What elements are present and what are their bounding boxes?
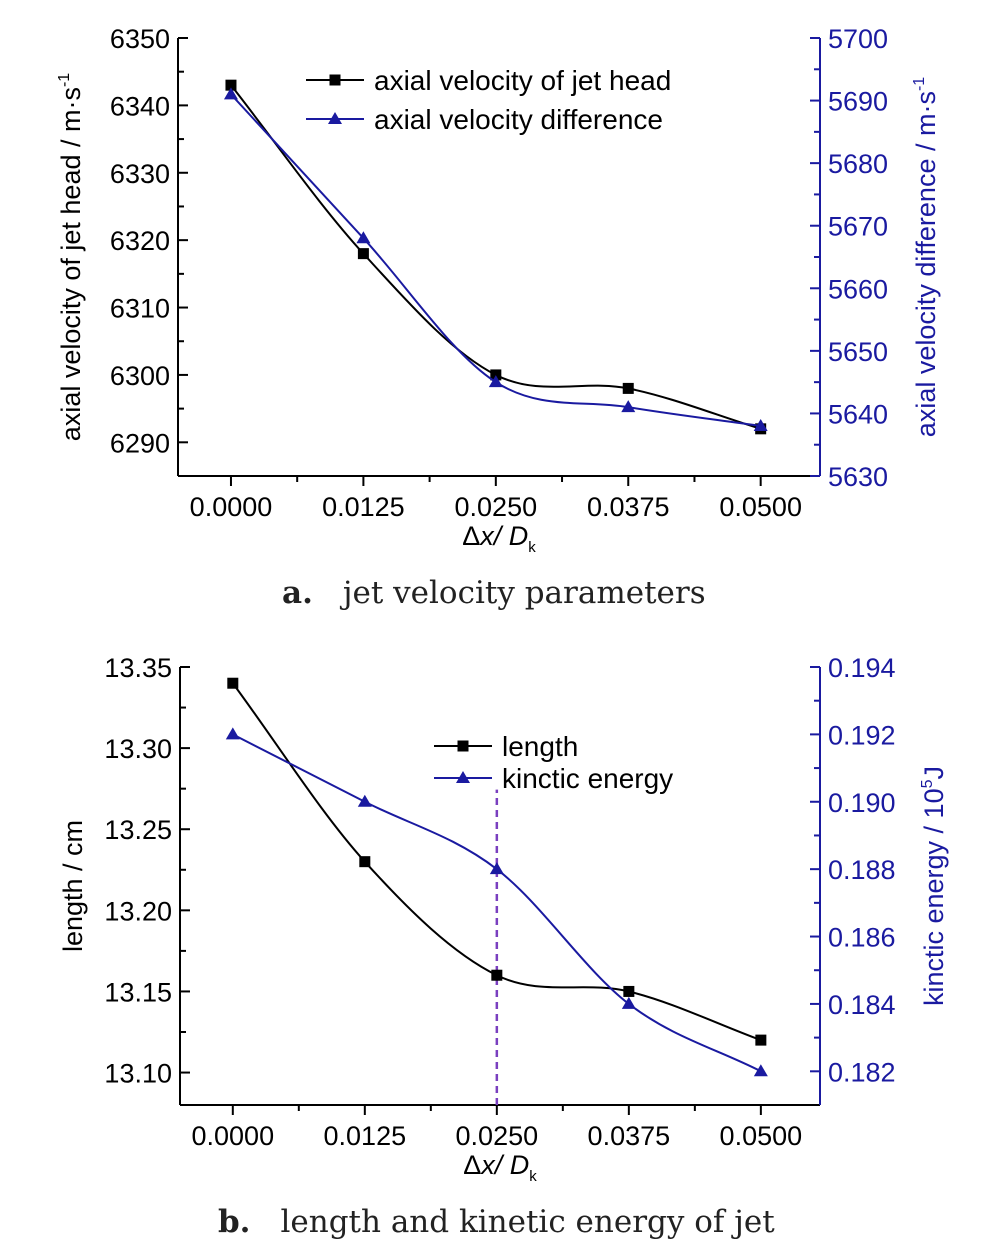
y-right-axis-label-unit: J bbox=[919, 766, 949, 780]
data-point-square bbox=[227, 677, 239, 689]
x-tick-label: 0.0375 bbox=[588, 1121, 671, 1151]
legend-marker-triangle bbox=[456, 771, 470, 783]
y-right-tick-label: 5680 bbox=[828, 149, 888, 179]
data-point-triangle bbox=[621, 996, 636, 1009]
data-point-triangle bbox=[225, 727, 240, 740]
chart-b: 0.0000 0.0125 0.0250 0.0375 0.0500 13.10 13.15… bbox=[58, 653, 949, 1240]
legend-label-0: axial velocity of jet head bbox=[374, 65, 671, 96]
y-right-tick-label: 0.184 bbox=[828, 990, 896, 1020]
y-right-tick-label: 5630 bbox=[828, 462, 888, 492]
y-right-tick-label: 5660 bbox=[828, 274, 888, 304]
x-axis-label-d: / D bbox=[493, 1150, 530, 1180]
y-left-tick-label: 13.20 bbox=[104, 896, 172, 926]
y-left-tick-label: 6310 bbox=[110, 294, 170, 324]
data-point-triangle bbox=[357, 794, 372, 807]
data-point-triangle bbox=[489, 862, 504, 875]
x-axis-label-sub: k bbox=[529, 1168, 537, 1185]
y-right-tick-label: 5700 bbox=[828, 24, 888, 54]
x-axis-label-x: x bbox=[478, 521, 495, 551]
data-point-square bbox=[755, 1034, 767, 1046]
y-left-tick-label: 13.15 bbox=[104, 977, 172, 1007]
x-tick-label: 0.0250 bbox=[455, 492, 538, 522]
y-left-axis-label-text: length / cm bbox=[58, 820, 88, 952]
y-right-tick-label: 0.182 bbox=[828, 1057, 896, 1087]
x-tick-label: 0.0375 bbox=[587, 492, 670, 522]
y-left-axis-label: length / cm bbox=[58, 820, 88, 952]
y-left-axis-label: axial velocity of jet head / m·s-1 bbox=[56, 73, 86, 441]
data-point-triangle bbox=[356, 231, 371, 244]
y-right-tick-label: 0.190 bbox=[828, 788, 896, 818]
legend-label-1: kinctic energy bbox=[502, 763, 673, 794]
x-tick-label: 0.0500 bbox=[719, 492, 802, 522]
data-point-square bbox=[622, 382, 634, 394]
y-left-tick-label: 6300 bbox=[110, 361, 170, 391]
x-axis-label-delta: Δ bbox=[463, 1150, 481, 1180]
y-left-axis-label-text: axial velocity of jet head / m·s bbox=[56, 87, 86, 441]
y-right-axis-label-sup: -1 bbox=[911, 77, 928, 91]
data-point-square bbox=[623, 985, 635, 997]
x-tick-label: 0.0000 bbox=[192, 1121, 275, 1151]
y-left-tick-label: 6330 bbox=[110, 159, 170, 189]
x-tick-label: 0.0125 bbox=[324, 1121, 407, 1151]
data-point-triangle bbox=[621, 400, 636, 413]
figure-caption-text: jet velocity parameters bbox=[340, 575, 706, 611]
y-left-axis-label-sup: -1 bbox=[56, 73, 73, 87]
figure-caption-letter: b. bbox=[218, 1204, 250, 1240]
y-right-axis-label: axial velocity difference / m·s-1 bbox=[911, 77, 941, 437]
y-right-tick-label: 5650 bbox=[828, 337, 888, 367]
data-point-triangle bbox=[488, 375, 503, 388]
y-left-tick-label: 13.35 bbox=[104, 653, 172, 683]
data-point-triangle bbox=[753, 418, 768, 431]
x-tick-label: 0.0250 bbox=[456, 1121, 539, 1151]
y-left-tick-label: 13.25 bbox=[104, 815, 172, 845]
y-left-tick-label: 13.10 bbox=[104, 1059, 172, 1089]
y-left-tick-label: 13.30 bbox=[104, 734, 172, 764]
x-axis-label: Δx/ Dk bbox=[463, 1150, 537, 1185]
y-right-tick-label: 5670 bbox=[828, 212, 888, 242]
x-axis-label-x: x bbox=[479, 1150, 496, 1180]
y-left-tick-label: 6290 bbox=[110, 428, 170, 458]
y-right-tick-label: 0.194 bbox=[828, 653, 896, 683]
data-point-square bbox=[491, 969, 503, 981]
legend-label-0: length bbox=[502, 731, 578, 762]
y-right-axis-label: kinctic energy / 105J bbox=[919, 766, 949, 1006]
y-right-axis-label-text: axial velocity difference / m·s bbox=[911, 91, 941, 437]
y-right-tick-label: 5690 bbox=[828, 87, 888, 117]
data-point-square bbox=[359, 856, 371, 868]
series-line-0 bbox=[230, 84, 761, 430]
figure-caption: a. jet velocity parameters bbox=[282, 575, 706, 611]
y-left-tick-label: 6340 bbox=[110, 91, 170, 121]
figure-caption-text: length and kinetic energy of jet bbox=[280, 1204, 775, 1240]
x-axis-label-sub: k bbox=[528, 539, 536, 556]
x-tick-label: 0.0500 bbox=[720, 1121, 803, 1151]
y-right-tick-label: 0.186 bbox=[828, 923, 896, 953]
x-tick-label: 0.0000 bbox=[190, 492, 273, 522]
data-point-square bbox=[490, 369, 502, 381]
y-right-tick-label: 5640 bbox=[828, 399, 888, 429]
y-right-axis-label-text: kinctic energy / 10 bbox=[919, 788, 949, 1006]
chart-a: 0.0000 0.0125 0.0250 0.0375 0.0500 6290 6300 63… bbox=[56, 24, 941, 611]
x-axis-label: Δx/ Dk bbox=[462, 521, 536, 556]
series-line-1 bbox=[230, 93, 761, 427]
y-right-tick-label: 0.192 bbox=[828, 720, 896, 750]
legend-label-1: axial velocity difference bbox=[374, 104, 663, 135]
data-point-square bbox=[225, 79, 237, 91]
y-right-tick-label: 0.188 bbox=[828, 855, 896, 885]
data-point-square bbox=[357, 248, 369, 260]
x-axis-label-d: / D bbox=[492, 521, 529, 551]
series-line-0 bbox=[232, 682, 762, 1042]
legend-marker-triangle bbox=[328, 112, 342, 124]
figure-caption-letter: a. bbox=[282, 575, 313, 611]
figure-caption: b. length and kinetic energy of jet bbox=[218, 1204, 775, 1240]
data-point-triangle bbox=[223, 87, 238, 100]
x-tick-label: 0.0125 bbox=[322, 492, 405, 522]
y-left-tick-label: 6350 bbox=[110, 24, 170, 54]
legend-marker-square bbox=[457, 740, 469, 752]
y-right-axis-label-sup: 5 bbox=[919, 779, 936, 788]
y-left-tick-label: 6320 bbox=[110, 226, 170, 256]
x-axis-label-delta: Δ bbox=[462, 521, 480, 551]
legend-marker-square bbox=[329, 74, 341, 86]
data-point-triangle bbox=[753, 1064, 768, 1077]
